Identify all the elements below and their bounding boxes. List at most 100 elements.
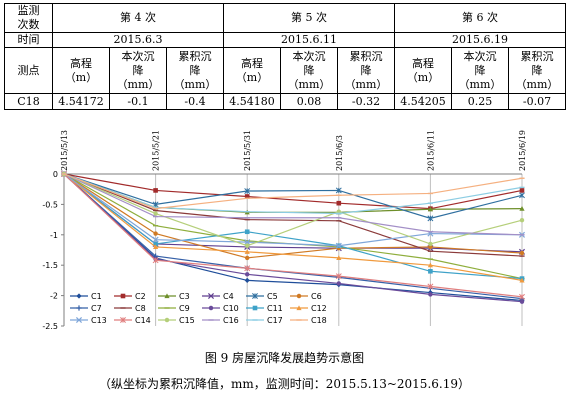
legend-marker-c10 [208, 305, 214, 311]
data-point-c15 [428, 241, 433, 247]
series-line-c7 [63, 173, 523, 300]
series-line-c10 [63, 173, 523, 303]
data-point-c5 [427, 215, 434, 222]
legend-label-c10: C10 [223, 304, 239, 313]
legend-marker-c6 [296, 293, 302, 299]
legend-label-c14: C14 [135, 316, 151, 325]
legend-marker-c5 [252, 293, 258, 299]
data-point-c10 [244, 272, 250, 277]
data-point-c15 [519, 217, 525, 223]
legend-label-c3: C3 [179, 292, 190, 301]
legend-marker-c2 [120, 293, 126, 299]
data-point-c13 [335, 242, 342, 249]
x-tick-label: 2015/5/21 [152, 130, 161, 171]
data-point-c2 [336, 200, 342, 206]
data-point-c6 [244, 255, 250, 261]
series-line-c12 [63, 173, 523, 281]
legend-label-c13: C13 [91, 316, 107, 325]
header-elevation: 高程 （m） [223, 47, 281, 94]
legend-marker-c15 [164, 317, 170, 323]
legend-label-c7: C7 [91, 304, 102, 313]
y-tick-label: -2 [50, 292, 58, 301]
header-group-6: 第 6 次 [394, 3, 566, 33]
legend-marker-c7 [76, 305, 82, 311]
data-point-c2 [153, 188, 158, 193]
data-point-c14 [244, 265, 251, 272]
header-date-5: 2015.6.11 [223, 32, 395, 48]
data-point-c10 [519, 299, 525, 304]
legend-marker-c3 [164, 293, 170, 299]
series-line-c8 [63, 173, 523, 257]
data-point-c13 [244, 239, 251, 246]
data-point-c12 [244, 249, 250, 254]
header-current-settlement: 本次沉 降 （mm） [109, 47, 167, 94]
cell-value: -0.32 [337, 93, 395, 110]
legend-label-c6: C6 [311, 292, 322, 301]
data-point-c11 [244, 229, 250, 235]
legend-marker-c14 [120, 317, 126, 323]
data-point-c13 [152, 236, 159, 243]
legend-label-c11: C11 [267, 304, 283, 313]
data-point-c15 [153, 211, 158, 216]
figure-subcaption: （纵坐标为累积沉降值，mm，监测时间：2015.5.13~2015.6.19） [99, 377, 470, 391]
series-line-c16 [63, 173, 523, 236]
header-elevation: 高程 （m） [52, 47, 110, 94]
data-point-c6 [428, 244, 433, 250]
series-line-c18 [63, 173, 523, 210]
data-point-c1 [244, 277, 250, 283]
series-line-c11 [63, 173, 523, 280]
data-point-c14 [335, 273, 342, 280]
legend-marker-c1 [76, 293, 82, 299]
data-point-c11 [428, 268, 433, 274]
header-date-4: 2015.6.3 [52, 32, 224, 48]
data-point-c15 [244, 243, 250, 248]
y-tick-label: 0 [53, 170, 58, 179]
y-tick-label: -1 [50, 231, 58, 240]
header-group-5: 第 5 次 [223, 3, 395, 33]
figure-caption: 图 9 房屋沉降发展趋势示意图 [204, 351, 365, 365]
data-point-c5 [244, 188, 251, 194]
series-line-c2 [63, 173, 523, 210]
header-current-settlement: 本次沉 降 （mm） [280, 47, 338, 94]
cell-value: -0.07 [508, 93, 566, 110]
header-cumulative-settlement: 累积沉 降 （mm） [337, 47, 395, 94]
legend-marker-c11 [252, 305, 258, 311]
cell-value: -0.4 [166, 93, 224, 110]
settlement-trend-chart: 2015/5/13 2015/5/21 2015/5/31 2015/6/3 2015/… [42, 130, 527, 331]
x-tick-label: 2015/6/11 [426, 130, 435, 171]
cell-value: 4.54172 [52, 93, 110, 110]
header-date-6: 2015.6.19 [394, 32, 566, 48]
legend-marker-c4 [207, 292, 215, 300]
legend-label-c18: C18 [311, 316, 327, 325]
legend-label-c8: C8 [135, 304, 146, 313]
series-line-c17 [63, 173, 523, 215]
series-line-c13 [63, 173, 523, 247]
data-point-c14 [427, 283, 434, 290]
cell-value: -0.1 [109, 93, 167, 110]
legend-marker-c12 [296, 305, 302, 311]
table-header-row-count: 监测 次数 第 4 次 第 5 次 第 6 次 [4, 3, 566, 33]
x-tick-label: 2015/6/3 [335, 135, 344, 171]
cell-point: C18 [4, 93, 53, 110]
header-point-label: 测点 [4, 47, 53, 94]
header-group-4: 第 4 次 [52, 3, 224, 33]
legend-label-c1: C1 [91, 292, 102, 301]
legend-label-c9: C9 [179, 304, 190, 313]
series-line-c14 [63, 173, 523, 298]
table-header-row-cols: 测点 高程 （m） 本次沉 降 （mm） 累积沉 降 （mm） 高程 （m） 本… [4, 47, 566, 94]
settlement-table-container: 监测 次数 第 4 次 第 5 次 第 6 次 时间 2015.6.3 2015… [4, 3, 566, 110]
legend-label-c5: C5 [267, 292, 278, 301]
data-point-c2 [519, 188, 525, 193]
cell-value: 4.54205 [394, 93, 452, 110]
data-point-c14 [152, 257, 159, 264]
series-line-c15 [63, 173, 523, 247]
data-point-c5 [519, 192, 525, 199]
series-line-c5 [63, 173, 523, 220]
legend-label-c12: C12 [311, 304, 327, 313]
settlement-chart-container: 2015/5/13 2015/5/21 2015/5/31 2015/6/3 2015/… [22, 122, 542, 346]
series-line-c6 [63, 173, 523, 259]
header-count-label: 监测 次数 [4, 3, 53, 33]
header-date-label: 时间 [4, 32, 53, 48]
table-row: C18 4.54172 -0.1 -0.4 4.54180 0.08 -0.32… [4, 93, 566, 110]
data-point-c2 [244, 194, 250, 199]
